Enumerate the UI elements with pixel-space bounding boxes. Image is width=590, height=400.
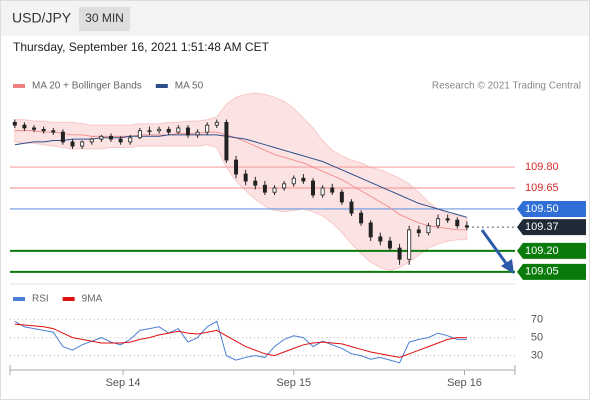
candle-body bbox=[243, 173, 248, 182]
legend-label: MA 50 bbox=[175, 81, 204, 92]
plot: MA 20 + Bollinger Bands MA 50 109.80 109.65… bbox=[10, 81, 586, 389]
candle-body bbox=[349, 201, 354, 214]
candle-body bbox=[253, 180, 258, 186]
level-label: 109.20 bbox=[525, 245, 559, 257]
ma-line bbox=[14, 130, 467, 231]
level-badge bbox=[517, 219, 586, 236]
symbol: USD/JPY bbox=[12, 10, 72, 26]
timeframe-badge bbox=[79, 7, 130, 31]
candle-body bbox=[176, 127, 181, 133]
candle-body bbox=[147, 130, 152, 133]
candle-body bbox=[195, 131, 200, 136]
rsi-line bbox=[14, 323, 467, 358]
candle-body bbox=[60, 131, 65, 143]
candle-body bbox=[51, 130, 56, 133]
candle-body bbox=[262, 184, 267, 193]
level-label: 109.05 bbox=[525, 266, 559, 278]
candle-body bbox=[205, 124, 210, 133]
level-badge bbox=[517, 200, 586, 217]
candle-body bbox=[89, 138, 94, 143]
candle-body bbox=[291, 177, 296, 185]
level-label: 109.65 bbox=[525, 182, 559, 194]
candle-body bbox=[339, 191, 344, 203]
candle-body bbox=[166, 128, 171, 133]
candle-body bbox=[137, 130, 142, 139]
bollinger-band bbox=[14, 92, 468, 271]
candle-body bbox=[234, 159, 239, 175]
candle-body bbox=[387, 240, 392, 249]
source: Research © 2021 Trading Central bbox=[432, 81, 581, 92]
candle-body bbox=[157, 128, 162, 132]
candle-body bbox=[378, 236, 383, 242]
y-tick-label: 70 bbox=[531, 314, 543, 326]
candle-body bbox=[407, 229, 412, 260]
candle-body bbox=[397, 247, 402, 260]
candle-body bbox=[22, 124, 27, 129]
candle-body bbox=[426, 225, 431, 234]
candle-body bbox=[301, 177, 306, 182]
legend-label: RSI bbox=[32, 294, 49, 305]
candle-body bbox=[41, 128, 46, 132]
level-label: 109.80 bbox=[525, 161, 559, 173]
timestamp: Thursday, September 16, 2021 1:51:48 AM … bbox=[13, 40, 270, 54]
level-label: 109.37 bbox=[525, 221, 559, 233]
level-label: 109.50 bbox=[525, 203, 559, 215]
legend-swatch bbox=[155, 84, 168, 88]
y-tick-label: 50 bbox=[531, 332, 543, 344]
candle-body bbox=[445, 218, 450, 221]
legend-swatch bbox=[13, 84, 25, 88]
level-badge bbox=[517, 242, 586, 259]
rsi-line bbox=[14, 320, 467, 364]
candle-body bbox=[436, 218, 441, 227]
candle-body bbox=[99, 135, 104, 140]
legend-label: 9MA bbox=[82, 294, 103, 305]
forecast-arrow bbox=[480, 229, 510, 267]
legend-swatch bbox=[13, 297, 25, 301]
x-tick-label: Sep 16 bbox=[447, 377, 482, 389]
x-tick-label: Sep 14 bbox=[106, 377, 141, 389]
candle-body bbox=[214, 121, 219, 126]
candle-body bbox=[310, 180, 315, 196]
candle-body bbox=[359, 212, 364, 224]
candle-body bbox=[368, 222, 373, 238]
candle-body bbox=[12, 121, 17, 126]
candle-body bbox=[224, 121, 229, 161]
candle-body bbox=[128, 137, 133, 143]
candle-body bbox=[320, 187, 325, 196]
candle-body bbox=[455, 219, 460, 227]
candle-body bbox=[109, 135, 114, 140]
candle-body bbox=[32, 127, 37, 130]
candle-body bbox=[416, 229, 421, 234]
candle-body bbox=[118, 138, 123, 143]
timeframe: 30 MIN bbox=[85, 11, 124, 25]
candle-body bbox=[70, 141, 75, 147]
candle-body bbox=[80, 141, 85, 147]
x-tick-label: Sep 15 bbox=[276, 377, 311, 389]
y-tick-label: 30 bbox=[531, 350, 543, 362]
candle-body bbox=[272, 187, 277, 193]
legend-label: MA 20 + Bollinger Bands bbox=[32, 81, 142, 92]
forecast-arrowhead bbox=[501, 259, 514, 274]
candle-body bbox=[330, 187, 335, 193]
level-badge bbox=[517, 263, 586, 280]
candle-body bbox=[464, 225, 469, 228]
candle-body bbox=[282, 183, 287, 189]
candle-body bbox=[185, 127, 190, 136]
legend-swatch bbox=[62, 297, 75, 301]
